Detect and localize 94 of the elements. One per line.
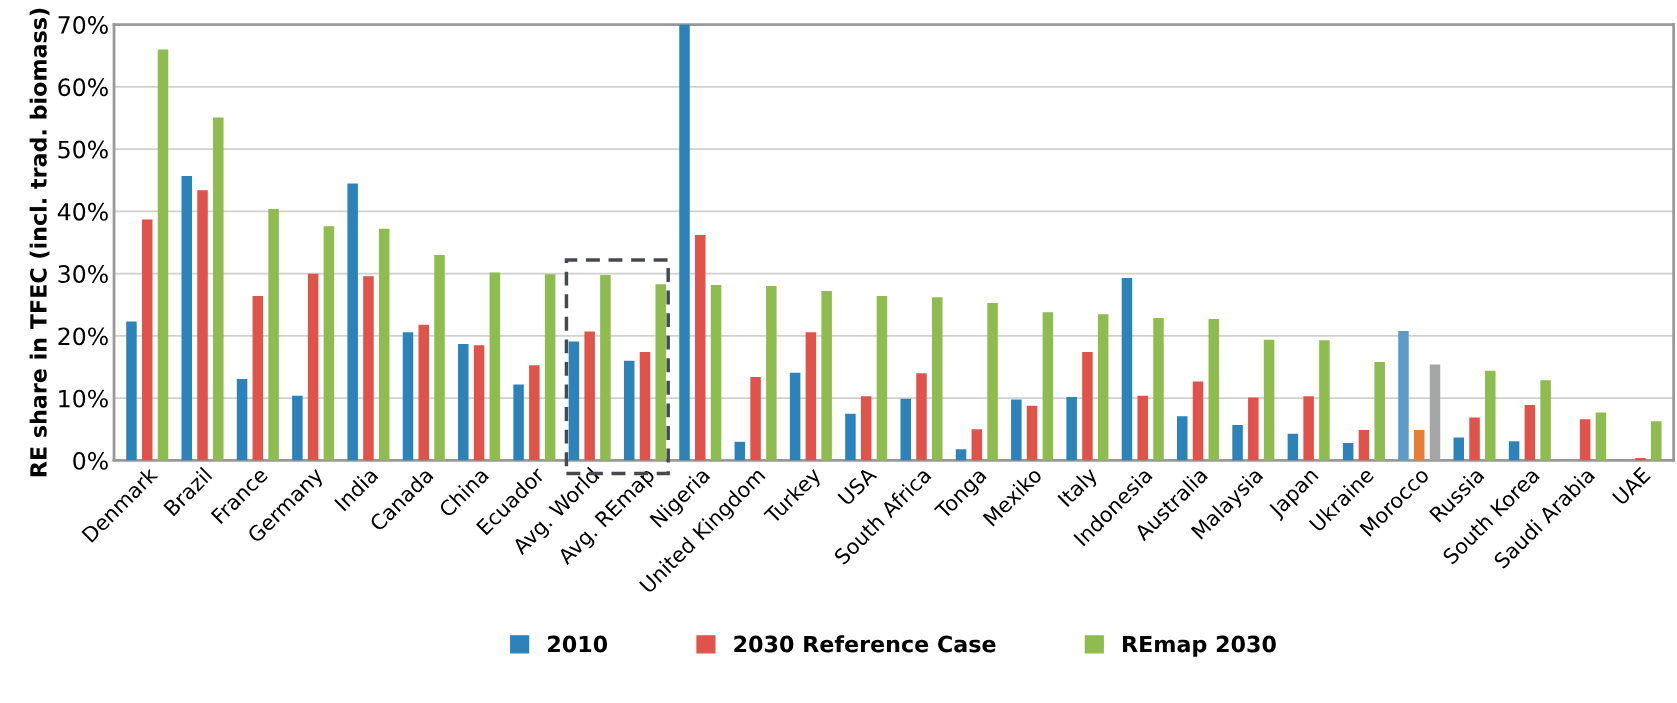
bar [584, 331, 595, 461]
y-axis-title: RE share in TFEC (incl. trad. biomass) [29, 8, 50, 477]
bar [1192, 381, 1204, 461]
bar [1319, 340, 1330, 461]
bar [529, 365, 540, 461]
bar [1042, 312, 1054, 461]
bar [1287, 433, 1299, 461]
bar [1177, 416, 1188, 461]
bar [434, 254, 445, 461]
bar [489, 272, 501, 461]
bar [655, 284, 666, 461]
bar [544, 274, 556, 461]
bar [1011, 399, 1022, 461]
bar [1453, 437, 1465, 461]
bar [789, 372, 801, 461]
bar [1263, 339, 1275, 461]
bar [600, 274, 611, 461]
bar [363, 276, 374, 461]
bar [197, 190, 208, 461]
bar [1374, 362, 1385, 461]
bar [1579, 419, 1591, 461]
bar [1066, 396, 1077, 461]
bar [402, 332, 414, 461]
bar [1650, 421, 1662, 461]
bar [1153, 317, 1164, 461]
bar [347, 183, 358, 461]
bar [1026, 405, 1038, 461]
bar [710, 284, 722, 461]
bar [1137, 395, 1148, 461]
y-tick-label: 30% [58, 265, 108, 283]
bar [876, 296, 888, 461]
bar [955, 449, 967, 461]
bar [378, 228, 390, 461]
bar [1485, 370, 1496, 461]
bar [766, 286, 777, 461]
bar [213, 117, 224, 461]
bar [1508, 441, 1520, 461]
y-tick-label: 0% [73, 451, 108, 470]
bar [734, 441, 746, 461]
bar [860, 396, 872, 461]
bar [292, 395, 303, 461]
bar [1469, 417, 1480, 461]
bar [1398, 330, 1409, 461]
y-tick-label: 70% [58, 16, 108, 34]
bar [1595, 412, 1607, 461]
y-tick-label: 60% [58, 78, 108, 97]
bar [157, 49, 169, 461]
bar [1342, 443, 1354, 461]
bar [900, 398, 911, 461]
bar [1540, 380, 1551, 461]
bar [307, 273, 319, 461]
bar [971, 429, 983, 461]
bar [252, 296, 264, 461]
bar [513, 384, 524, 461]
legend-label: REmap 2030 [1123, 635, 1276, 657]
bar [1358, 429, 1370, 461]
x-tick-label: USA [837, 465, 878, 506]
bar [623, 360, 635, 461]
bar [821, 291, 832, 461]
bar [805, 332, 817, 461]
bar [1082, 352, 1093, 461]
bar [1413, 429, 1425, 461]
bar [1121, 278, 1133, 461]
bar [679, 24, 690, 461]
bar [845, 413, 856, 461]
bar [458, 344, 469, 461]
bar [418, 324, 429, 461]
bar [473, 345, 485, 461]
bar [568, 341, 580, 461]
legend-label: 2010 [548, 635, 608, 653]
legend-label: 2030 Reference Case [734, 635, 996, 653]
bar [1524, 405, 1536, 461]
bar [1303, 396, 1314, 461]
bar [323, 226, 335, 461]
y-tick-label: 10% [59, 389, 108, 408]
bar [1097, 314, 1109, 461]
bar [1248, 397, 1259, 461]
bar [141, 219, 153, 461]
bar [750, 377, 761, 461]
y-tick-label: 50% [58, 140, 108, 159]
y-tick-label: 40% [57, 202, 108, 221]
bar [126, 321, 137, 461]
bar [1429, 364, 1441, 461]
bar [932, 297, 943, 461]
y-tick-label: 20% [58, 327, 108, 346]
bar [181, 175, 193, 461]
bar [236, 378, 248, 461]
bar [1232, 424, 1243, 461]
bar [268, 208, 279, 461]
bar [639, 352, 651, 461]
bar [916, 373, 927, 461]
bar [987, 302, 998, 461]
bar [1208, 319, 1220, 461]
bar [695, 235, 706, 461]
